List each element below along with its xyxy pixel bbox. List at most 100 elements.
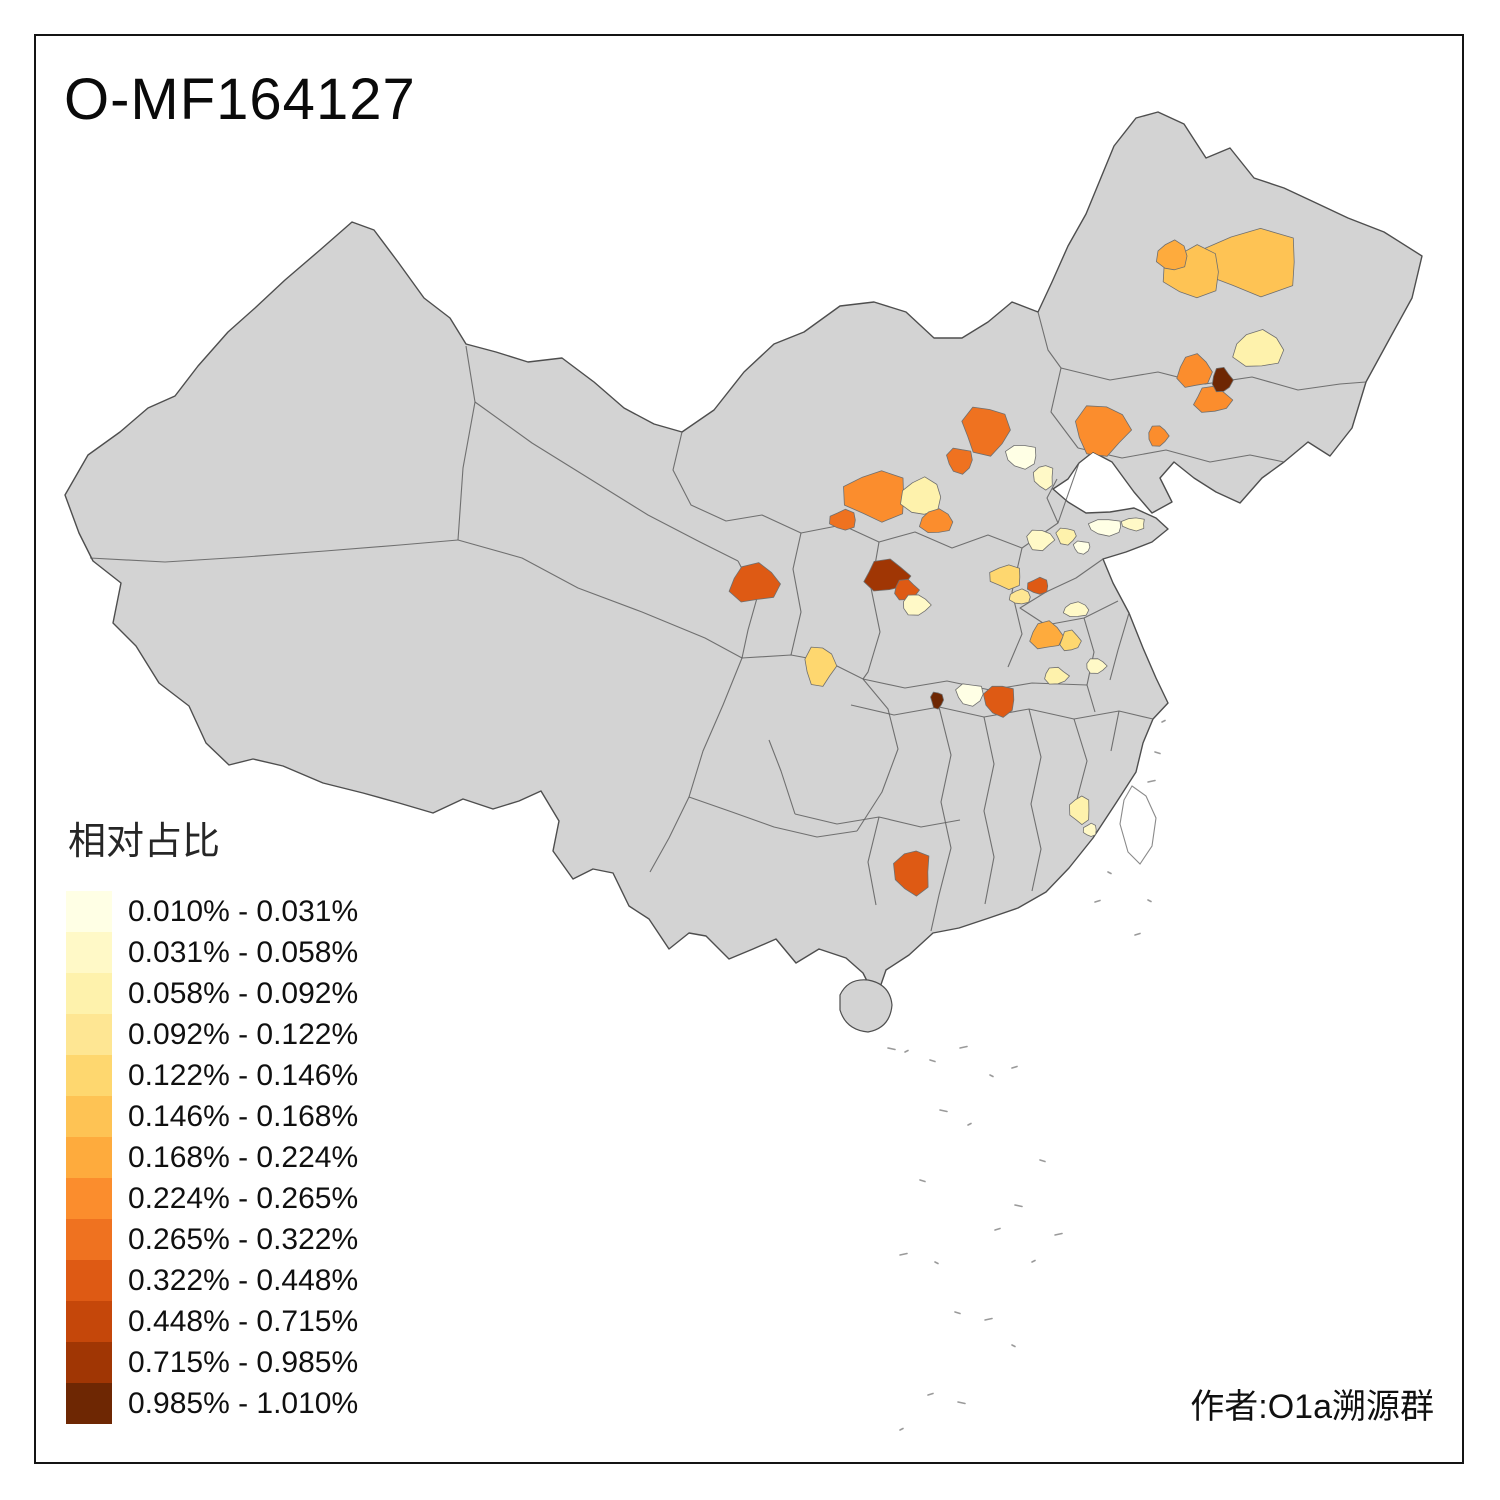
- legend-swatch: [66, 1014, 112, 1055]
- legend-row: 0.122% - 0.146%: [66, 1055, 358, 1096]
- legend-label: 0.168% - 0.224%: [128, 1140, 359, 1174]
- map-region: [1232, 329, 1285, 367]
- legend-swatch: [66, 973, 112, 1014]
- legend-row: 0.224% - 0.265%: [66, 1178, 358, 1219]
- map-region: [1086, 658, 1108, 674]
- page-title: O-MF164127: [64, 67, 416, 132]
- island-speck: [959, 1045, 968, 1049]
- island-speck: [899, 1252, 908, 1256]
- legend-label: 0.092% - 0.122%: [128, 1017, 359, 1051]
- map-region: [1027, 576, 1049, 595]
- legend: 相对占比 0.010% - 0.031% 0.031% - 0.058% 0.058…: [66, 810, 358, 1424]
- legend-row: 0.058% - 0.092%: [66, 973, 358, 1014]
- legend-label: 0.265% - 0.322%: [128, 1222, 359, 1256]
- map-region: [804, 646, 838, 687]
- map-region: [1176, 353, 1213, 388]
- legend-label: 0.031% - 0.058%: [128, 935, 359, 969]
- map-region: [930, 691, 944, 710]
- legend-row: 0.146% - 0.168%: [66, 1096, 358, 1137]
- map-region: [829, 508, 856, 531]
- map-region: [955, 683, 984, 707]
- legend-swatch: [66, 1301, 112, 1342]
- legend-row: 0.031% - 0.058%: [66, 932, 358, 973]
- legend-swatch: [66, 1383, 112, 1424]
- island-speck: [954, 1311, 961, 1315]
- island-speck: [1011, 1344, 1016, 1348]
- legend-swatch: [66, 932, 112, 973]
- legend-swatch: [66, 1219, 112, 1260]
- map-region: [1072, 540, 1091, 555]
- map-region: [1156, 239, 1188, 271]
- map-region: [843, 470, 904, 523]
- legend-label: 0.715% - 0.985%: [128, 1345, 359, 1379]
- map-region: [1148, 425, 1170, 447]
- island-speck: [1039, 1159, 1046, 1163]
- map-region: [893, 850, 930, 897]
- map-region: [1055, 527, 1077, 546]
- map-region: [919, 508, 954, 533]
- island-speck: [957, 1401, 966, 1405]
- map-region: [1120, 517, 1145, 532]
- legend-row: 0.322% - 0.448%: [66, 1260, 358, 1301]
- island-speck: [989, 1074, 994, 1078]
- author-credit: 作者:O1a溯源群: [1190, 1388, 1434, 1426]
- island-speck: [939, 1109, 948, 1113]
- legend-label: 0.985% - 1.010%: [128, 1386, 359, 1420]
- taiwan-island: [1119, 785, 1157, 865]
- map-region: [1082, 822, 1097, 837]
- map-region: [1032, 465, 1054, 491]
- legend-row: 0.448% - 0.715%: [66, 1301, 358, 1342]
- legend-title: 相对占比: [68, 821, 221, 863]
- map-region: [1088, 519, 1121, 537]
- colored-regions: [728, 228, 1295, 897]
- map-region: [1069, 795, 1090, 825]
- map-region: [1008, 588, 1031, 605]
- island-speck: [1154, 751, 1161, 755]
- island-speck: [904, 1049, 909, 1053]
- legend-swatch: [66, 1055, 112, 1096]
- map-region: [1059, 629, 1082, 652]
- legend-swatch: [66, 1342, 112, 1383]
- island-speck: [1031, 1259, 1036, 1263]
- map-region: [1062, 601, 1090, 617]
- map-region: [946, 447, 973, 475]
- island-speck: [887, 1047, 896, 1051]
- map-region: [1026, 529, 1056, 552]
- island-speck: [929, 1059, 936, 1063]
- legend-label: 0.224% - 0.265%: [128, 1181, 359, 1215]
- map-region: [1029, 620, 1064, 650]
- map-region: [989, 564, 1021, 590]
- legend-rows: 0.010% - 0.031% 0.031% - 0.058% 0.058% - 0…: [66, 891, 358, 1424]
- island-speck: [984, 1317, 993, 1321]
- island-speck: [1014, 1204, 1023, 1208]
- map-region: [903, 594, 932, 616]
- sea-islands: [887, 719, 1166, 1431]
- map-region: [1075, 405, 1132, 457]
- island-speck: [1054, 1232, 1063, 1236]
- map-region: [1211, 367, 1234, 393]
- legend-label: 0.058% - 0.092%: [128, 976, 359, 1010]
- legend-row: 0.010% - 0.031%: [66, 891, 358, 932]
- island-speck: [934, 1261, 939, 1265]
- island-speck: [1011, 1065, 1018, 1069]
- legend-row: 0.168% - 0.224%: [66, 1137, 358, 1178]
- map-region: [1044, 666, 1070, 685]
- island-speck: [1147, 899, 1152, 903]
- legend-row: 0.092% - 0.122%: [66, 1014, 358, 1055]
- island-speck: [1107, 871, 1112, 875]
- legend-label: 0.322% - 0.448%: [128, 1263, 359, 1297]
- island-speck: [1147, 779, 1156, 783]
- legend-row: 0.715% - 0.985%: [66, 1342, 358, 1383]
- legend-swatch: [66, 1137, 112, 1178]
- hainan-island: [839, 979, 893, 1033]
- island-speck: [899, 1427, 904, 1431]
- legend-label: 0.122% - 0.146%: [128, 1058, 359, 1092]
- legend-swatch: [66, 1260, 112, 1301]
- legend-swatch: [66, 1096, 112, 1137]
- map-region: [728, 562, 781, 603]
- island-speck: [967, 1122, 972, 1126]
- island-speck: [1094, 899, 1101, 903]
- island-speck: [994, 1227, 1001, 1231]
- legend-swatch: [66, 1178, 112, 1219]
